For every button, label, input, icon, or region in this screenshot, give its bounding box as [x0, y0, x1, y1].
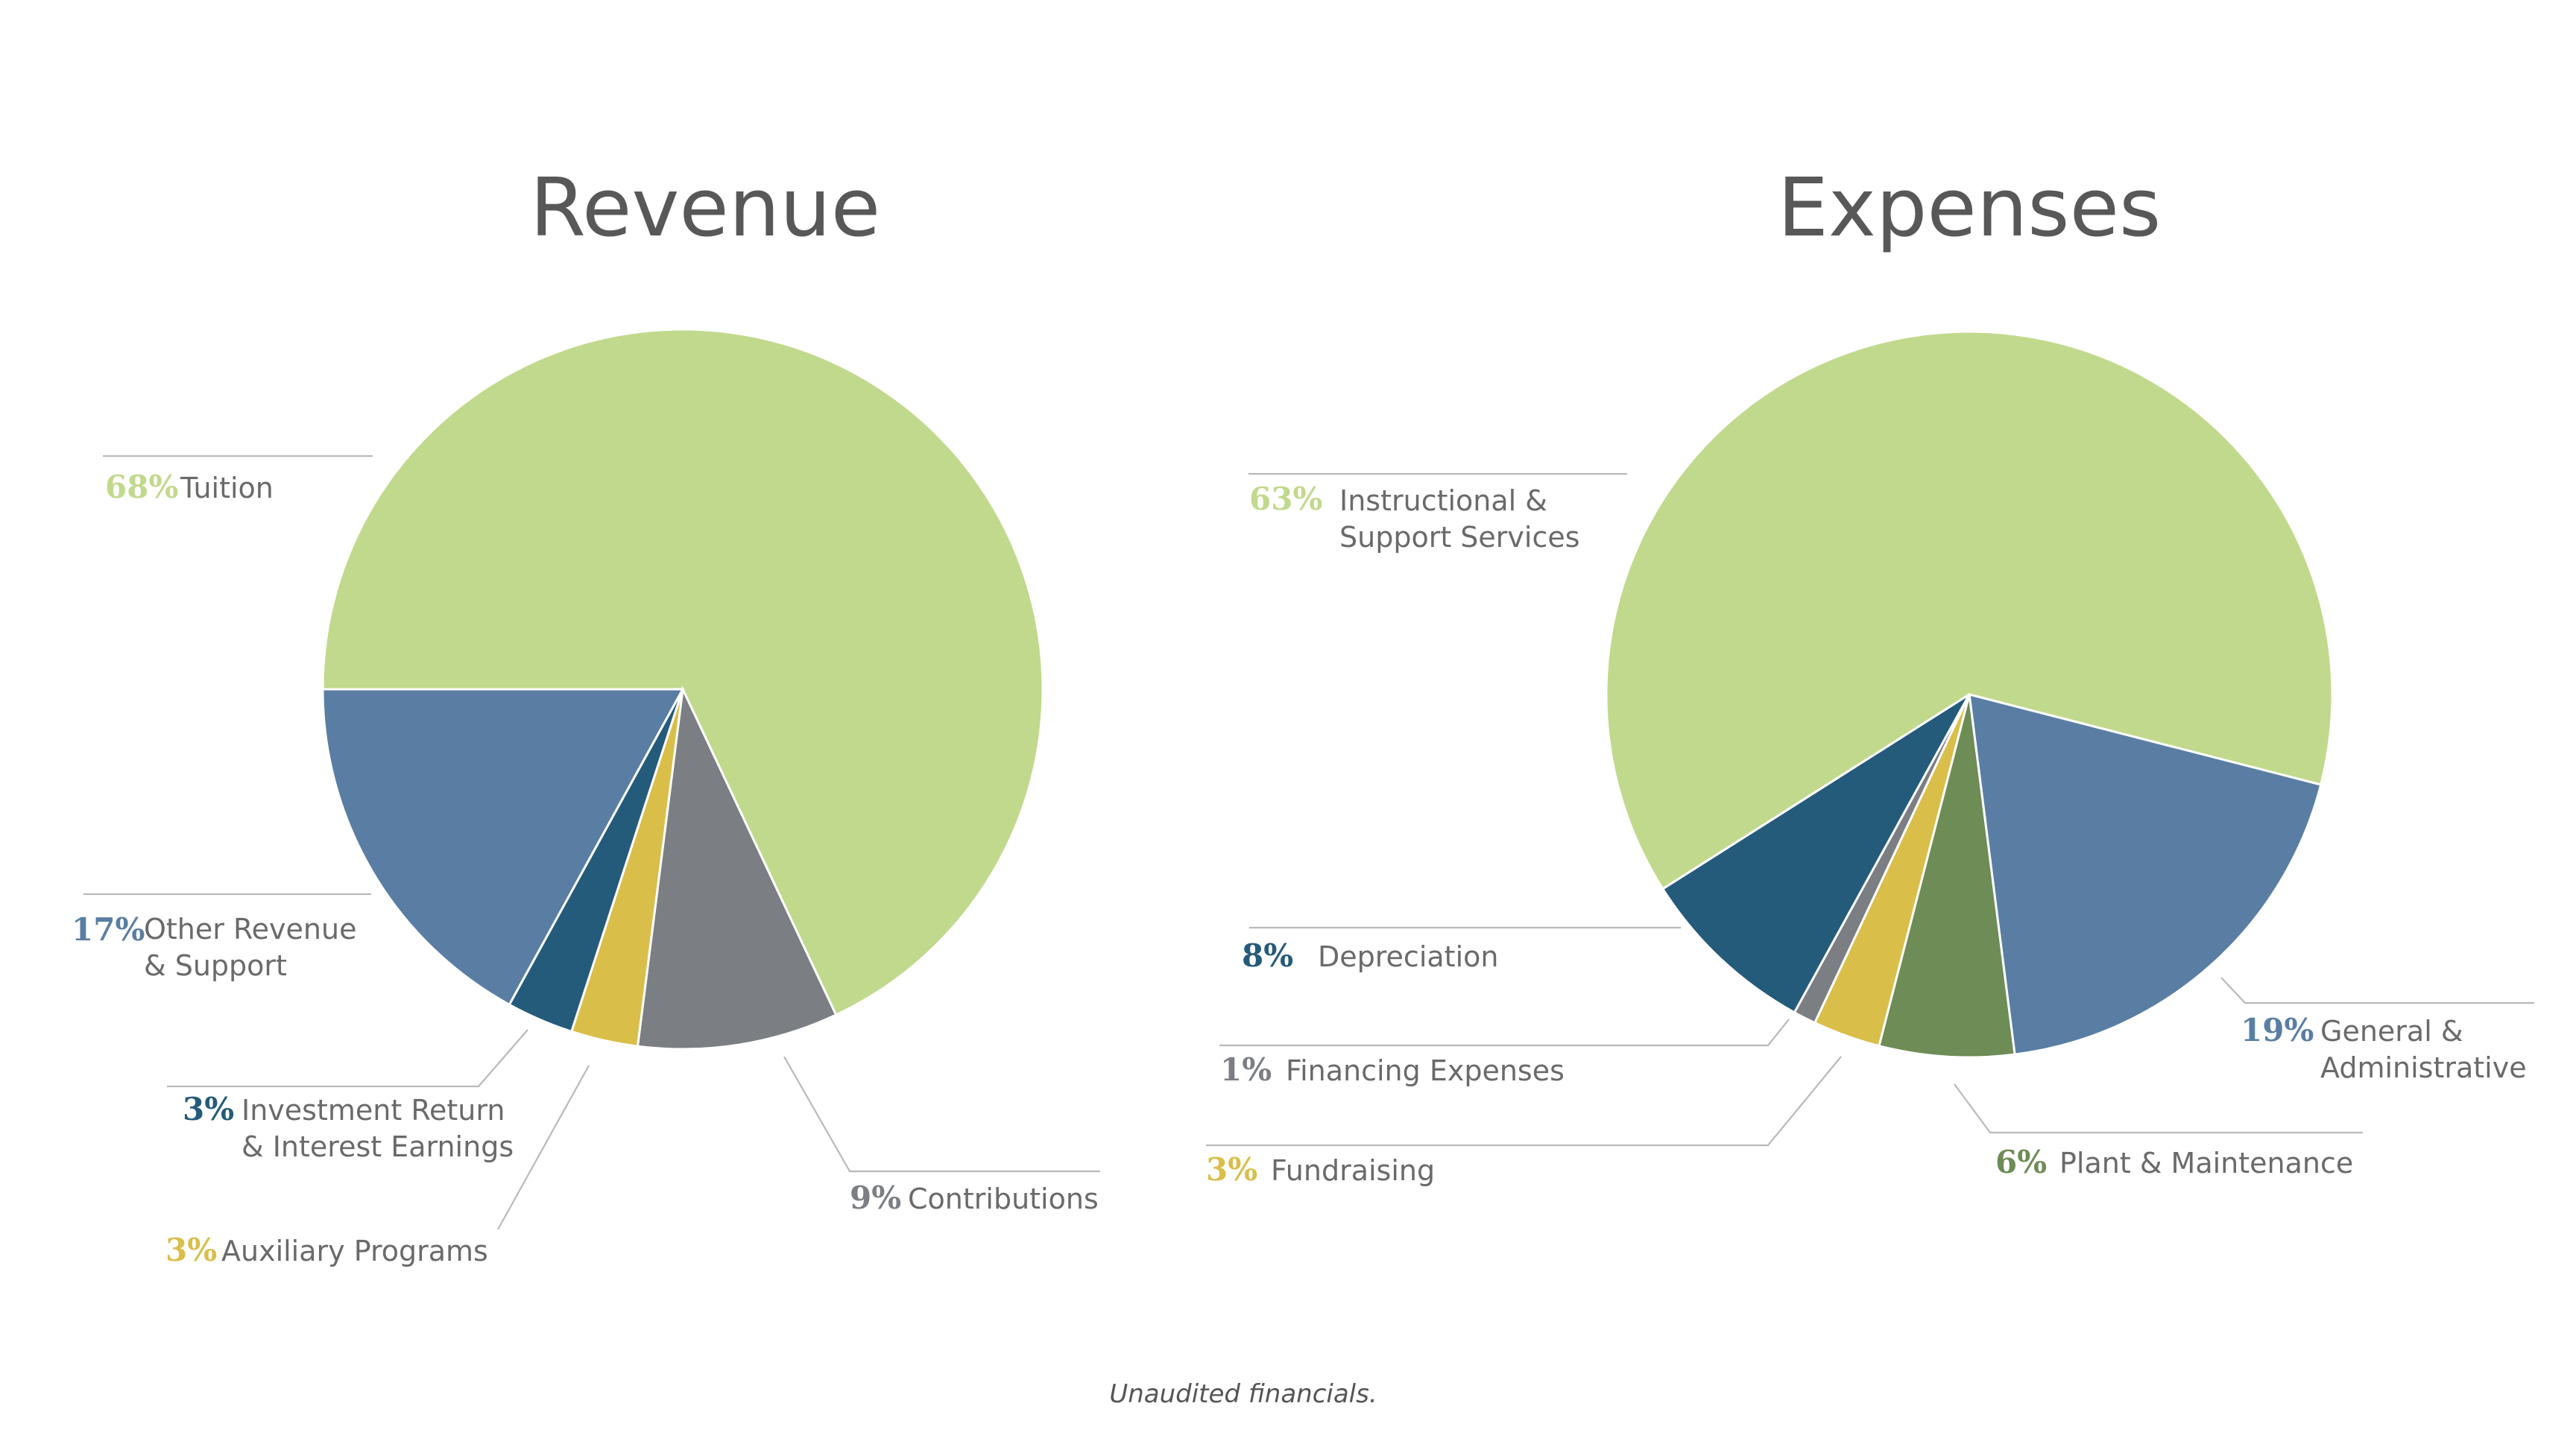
- slice-contributions: [636, 685, 838, 1051]
- slice-instructional-and-support-services: [1605, 330, 2334, 891]
- leader-line: [1206, 1056, 1842, 1147]
- percent-label: 3%: [1206, 1151, 1257, 1188]
- label-auxiliary-programs: 3% Auxiliary Programs: [165, 1065, 590, 1268]
- category-label: & Interest Earnings: [242, 1130, 514, 1163]
- label-instructional-and-support-services: 63% Instructional & Support Services: [1248, 472, 1627, 554]
- category-label: Support Services: [1339, 521, 1580, 554]
- percent-label: 68%: [105, 469, 178, 505]
- category-label: Investment Return: [242, 1094, 505, 1127]
- category-label: Instructional &: [1339, 484, 1547, 517]
- revenue-pie: [321, 328, 1044, 1051]
- slice-depreciation: [1661, 693, 1971, 1014]
- category-label: Other Revenue: [144, 913, 356, 946]
- slice-plant-and-maintenance: [1878, 694, 2016, 1059]
- leader-line: [167, 1029, 528, 1088]
- leader-line: [783, 1056, 1100, 1173]
- leader-line: [1219, 1019, 1790, 1047]
- label-plant-and-maintenance: 6% Plant & Maintenance: [1954, 1083, 2363, 1180]
- slice-tuition: [321, 328, 1044, 1017]
- leader-line: [1954, 1083, 2363, 1134]
- slice-general-and-administrative: [1968, 692, 2323, 1056]
- label-fundraising: 3% Fundraising: [1206, 1056, 1842, 1188]
- percent-label: 6%: [1995, 1144, 2047, 1180]
- footnote: Unaudited financials.: [1109, 1379, 1377, 1409]
- leader-line: [497, 1065, 590, 1230]
- category-label: Depreciation: [1318, 940, 1498, 973]
- category-label: & Support: [144, 949, 287, 982]
- label-investment-return-and-interest-earnings: 3% Investment Return& Interest Earnings: [167, 1029, 528, 1163]
- category-label: Administrative: [2320, 1051, 2527, 1084]
- percent-label: 3%: [165, 1232, 217, 1268]
- category-label: General &: [2320, 1015, 2463, 1048]
- percent-label: 9%: [850, 1180, 901, 1216]
- percent-label: 3%: [183, 1091, 234, 1127]
- category-label: Financing Expenses: [1286, 1054, 1565, 1087]
- label-tuition: 68% Tuition: [103, 455, 373, 505]
- percent-label: 19%: [2241, 1012, 2314, 1048]
- percent-label: 1%: [1220, 1051, 1272, 1088]
- expenses-pie: [1605, 330, 2334, 1059]
- label-general-and-administrative: 19% General &Administrative: [2220, 977, 2534, 1084]
- label-other-revenue-and-support: 17%Other Revenue& Support: [72, 893, 371, 982]
- slice-other-revenue-and-support: [321, 688, 685, 1007]
- percent-label: 17%: [72, 911, 145, 948]
- label-depreciation: 8% Depreciation: [1242, 926, 1681, 974]
- label-contributions: 9% Contributions: [783, 1056, 1100, 1216]
- expenses-title: Expenses: [1778, 162, 2162, 255]
- percent-label: 8%: [1242, 937, 1293, 974]
- category-label: Plant & Maintenance: [2059, 1147, 2353, 1180]
- expenses-labels: 63% Instructional & Support Services 8% Depr…: [1206, 472, 2534, 1188]
- category-label: Fundraising: [1271, 1154, 1435, 1187]
- label-financing-expenses: 1% Financing Expenses: [1219, 1019, 1790, 1088]
- category-label: Auxiliary Programs: [221, 1235, 488, 1267]
- category-label: Tuition: [180, 472, 274, 504]
- category-label: Contributions: [908, 1183, 1099, 1215]
- revenue-title: Revenue: [530, 162, 880, 255]
- leader-line: [2220, 977, 2534, 1004]
- percent-label: 63%: [1249, 481, 1322, 517]
